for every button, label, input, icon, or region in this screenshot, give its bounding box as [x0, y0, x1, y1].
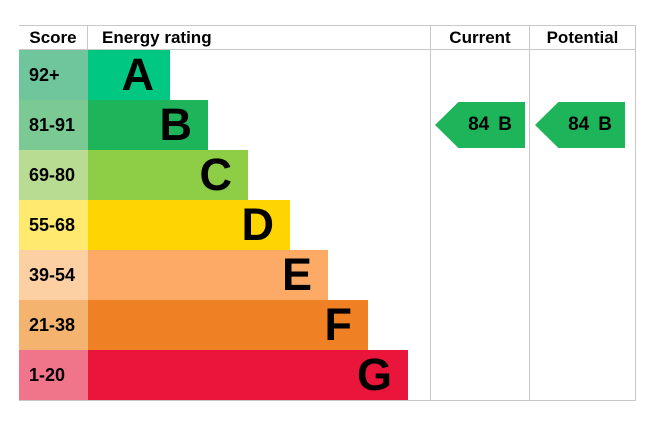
band-bar-e: E — [88, 250, 328, 300]
band-bar-b: B — [88, 100, 208, 150]
score-range-c: 69-80 — [19, 150, 88, 200]
header-energy-rating: Energy rating — [102, 28, 212, 47]
band-row-a: 92+ A — [19, 50, 635, 100]
current-band: B — [498, 114, 512, 135]
band-letter-a: A — [121, 49, 155, 100]
current-score: 84 — [468, 114, 490, 135]
score-range-f: 21-38 — [19, 300, 88, 350]
potential-score: 84 — [568, 114, 590, 135]
band-letter-d: D — [241, 199, 275, 250]
band-letter-e: E — [281, 249, 312, 300]
band-bar-d: D — [88, 200, 290, 250]
score-range-a: 92+ — [19, 50, 88, 100]
score-range-d: 55-68 — [19, 200, 88, 250]
band-letter-g: G — [356, 349, 392, 400]
band-bar-a: A — [88, 50, 170, 100]
column-divider-current — [430, 26, 431, 400]
band-letter-c: C — [199, 149, 233, 200]
band-letter-f: F — [324, 299, 353, 350]
band-bar-f: F — [88, 300, 368, 350]
header-potential: Potential — [546, 28, 619, 47]
score-range-g: 1-20 — [19, 350, 88, 400]
column-divider-potential — [529, 26, 530, 400]
band-row-f: 21-38 F — [19, 300, 635, 350]
table-header: Score Energy rating Current Potential — [19, 26, 635, 50]
score-range-b: 81-91 — [19, 100, 88, 150]
band-row-d: 55-68 D — [19, 200, 635, 250]
potential-band: B — [598, 114, 612, 135]
header-score: Score — [19, 26, 88, 49]
band-row-g: 1-20 G — [19, 350, 635, 400]
band-bar-c: C — [88, 150, 248, 200]
epc-table: Score Energy rating Current Potential 92… — [19, 25, 636, 401]
header-current: Current — [449, 28, 511, 47]
score-range-e: 39-54 — [19, 250, 88, 300]
band-row-e: 39-54 E — [19, 250, 635, 300]
band-letter-b: B — [159, 99, 193, 150]
band-bar-g: G — [88, 350, 408, 400]
band-row-c: 69-80 C — [19, 150, 635, 200]
band-row-b: 81-91 B — [19, 100, 635, 150]
